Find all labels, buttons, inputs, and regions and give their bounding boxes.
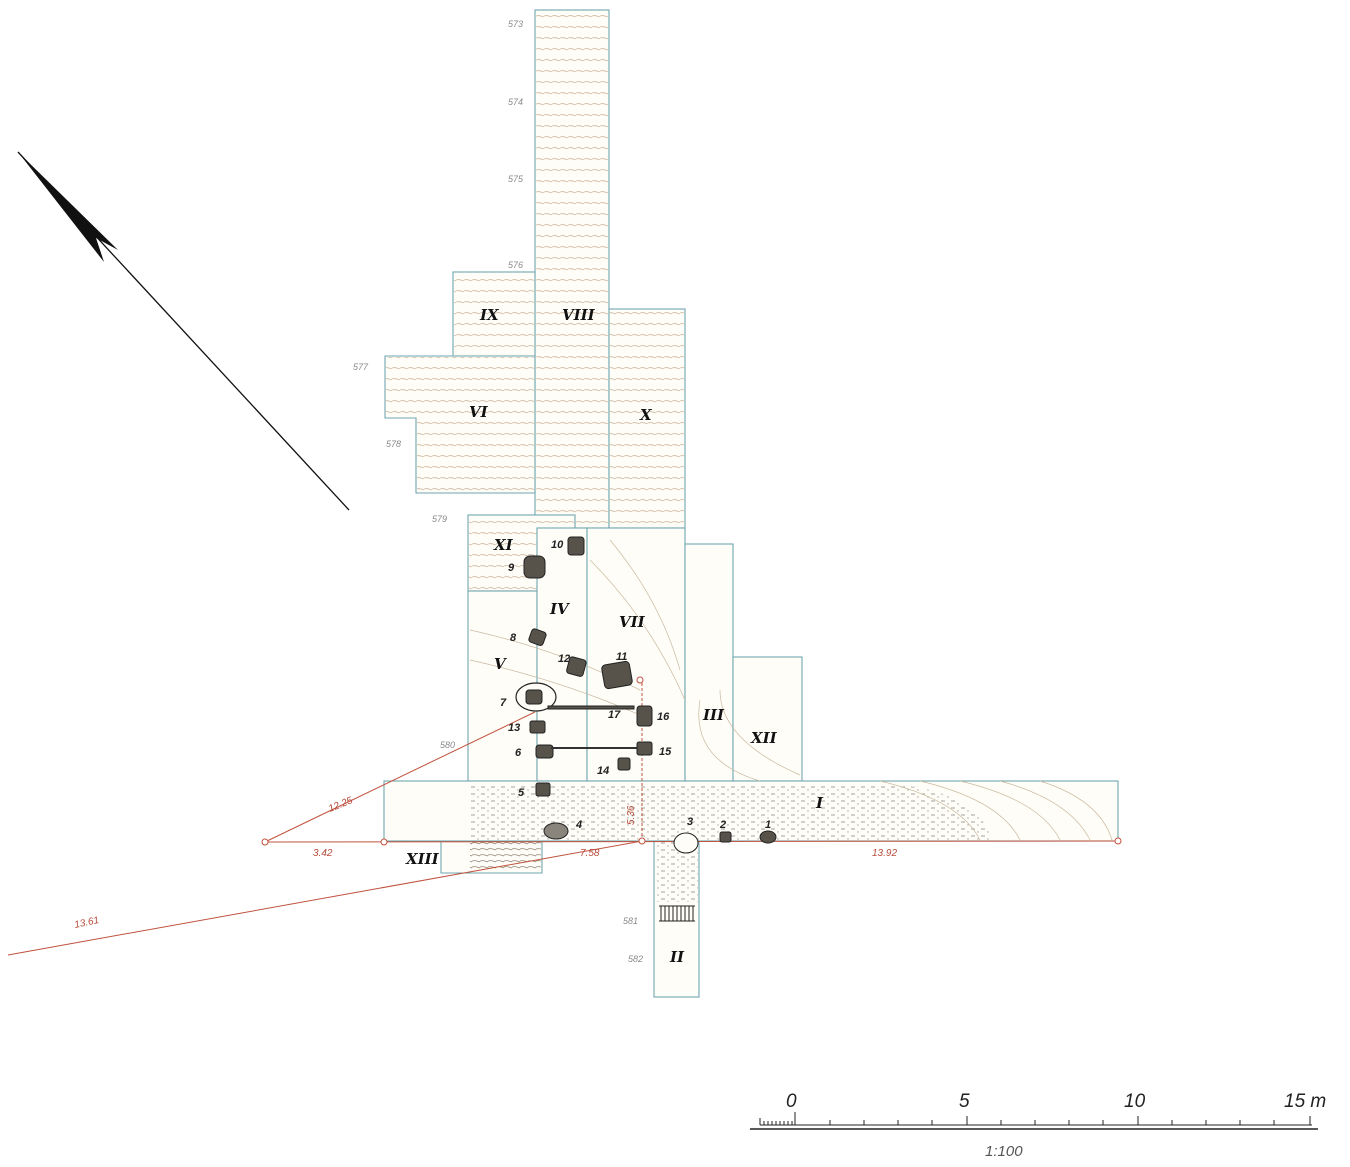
stone-number-16: 16	[657, 711, 670, 723]
trench-labels: IX VIII VI X XI IV VII V III XII I XIII …	[405, 306, 824, 966]
label-X: X	[639, 406, 653, 424]
north-arrow-icon	[17, 151, 350, 511]
label-XIII: XIII	[405, 850, 440, 868]
stone-number-11: 11	[616, 651, 627, 663]
contour-label-582: 582	[628, 954, 643, 964]
stone-number-10: 10	[551, 539, 564, 551]
label-V: V	[494, 655, 507, 673]
contour-label-578: 578	[386, 439, 401, 449]
stone-number-4: 4	[575, 819, 582, 831]
trench-xiii	[384, 840, 543, 874]
stone-1	[759, 830, 777, 844]
contour-labels: 573 574 575 576 577 578 579 580 581 582	[353, 19, 643, 964]
distance-3-42: 3.42	[313, 848, 333, 859]
label-I: I	[815, 794, 824, 812]
stone-number-7: 7	[500, 697, 507, 709]
stone-9	[523, 555, 546, 579]
stone-16	[636, 705, 653, 727]
stone-5	[535, 782, 551, 797]
stone-7	[525, 689, 543, 705]
stone-3	[673, 832, 699, 854]
stone-number-13: 13	[508, 722, 520, 734]
scale-tick-10: 10	[1124, 1091, 1146, 1112]
stone-number-14: 14	[597, 765, 609, 777]
label-VII: VII	[619, 613, 646, 631]
stone-number-labels: 10 9 8 12 11 7 17 13 16 6 15 14 5 4 3 2 …	[500, 539, 771, 831]
trench-i	[383, 780, 1119, 842]
contour-label-573: 573	[508, 19, 523, 29]
scale-tick-15: 15 m	[1284, 1091, 1326, 1112]
distance-13-61: 13.61	[73, 915, 100, 931]
trench-vi	[384, 355, 536, 494]
scale-tick-0: 0	[786, 1091, 797, 1112]
stone-2	[719, 831, 732, 843]
stone-14	[617, 757, 631, 771]
stone-15	[636, 741, 653, 756]
trench-ix	[452, 271, 536, 357]
distance-12-25: 12.25	[327, 795, 355, 815]
scale-ratio: 1:100	[985, 1143, 1023, 1160]
stone-6	[535, 744, 554, 759]
stone-number-8: 8	[510, 632, 517, 644]
distance-5-36: 5.36	[626, 805, 637, 825]
trench-viii	[534, 9, 610, 529]
trench-vii	[586, 527, 686, 782]
label-II: II	[669, 948, 685, 966]
stone-number-2: 2	[719, 819, 726, 831]
trench-xii	[732, 656, 803, 782]
label-VI: VI	[469, 403, 489, 421]
label-IV: IV	[549, 600, 570, 618]
stone-8	[528, 628, 547, 646]
stone-number-1: 1	[765, 819, 771, 831]
trench-ii	[653, 840, 700, 998]
stone-number-15: 15	[659, 746, 672, 758]
contour-label-579: 579	[432, 514, 447, 524]
contour-label-574: 574	[508, 97, 523, 107]
contour-lines	[469, 539, 1113, 841]
stone-number-12: 12	[558, 653, 570, 665]
stone-number-9: 9	[508, 562, 515, 574]
stone-11	[601, 660, 633, 690]
contour-label-576: 576	[508, 260, 523, 270]
scale-bar: 0 5 10 15 m 1:100	[750, 1091, 1326, 1160]
stone-17	[547, 705, 635, 710]
contour-label-581: 581	[623, 916, 638, 926]
stones	[515, 536, 777, 854]
label-VIII: VIII	[562, 306, 596, 324]
stone-10	[567, 536, 585, 556]
trench-x	[608, 308, 686, 529]
stone-12	[566, 656, 587, 677]
trench-iii	[684, 543, 734, 782]
label-IX: IX	[479, 306, 500, 324]
label-III: III	[702, 706, 725, 724]
stone-4	[543, 822, 569, 840]
scale-tick-5: 5	[959, 1091, 970, 1112]
stone-number-6: 6	[515, 747, 522, 759]
distance-7-58: 7.58	[580, 848, 600, 859]
distance-13-92: 13.92	[872, 848, 897, 859]
contour-label-577: 577	[353, 362, 369, 372]
contour-label-580: 580	[440, 740, 455, 750]
stone-number-5: 5	[518, 787, 525, 799]
label-XI: XI	[493, 536, 514, 554]
stone-13	[529, 720, 546, 734]
label-XII: XII	[750, 729, 778, 747]
stone-number-3: 3	[687, 816, 693, 828]
contour-label-575: 575	[508, 174, 524, 184]
stone-number-17: 17	[608, 709, 621, 721]
